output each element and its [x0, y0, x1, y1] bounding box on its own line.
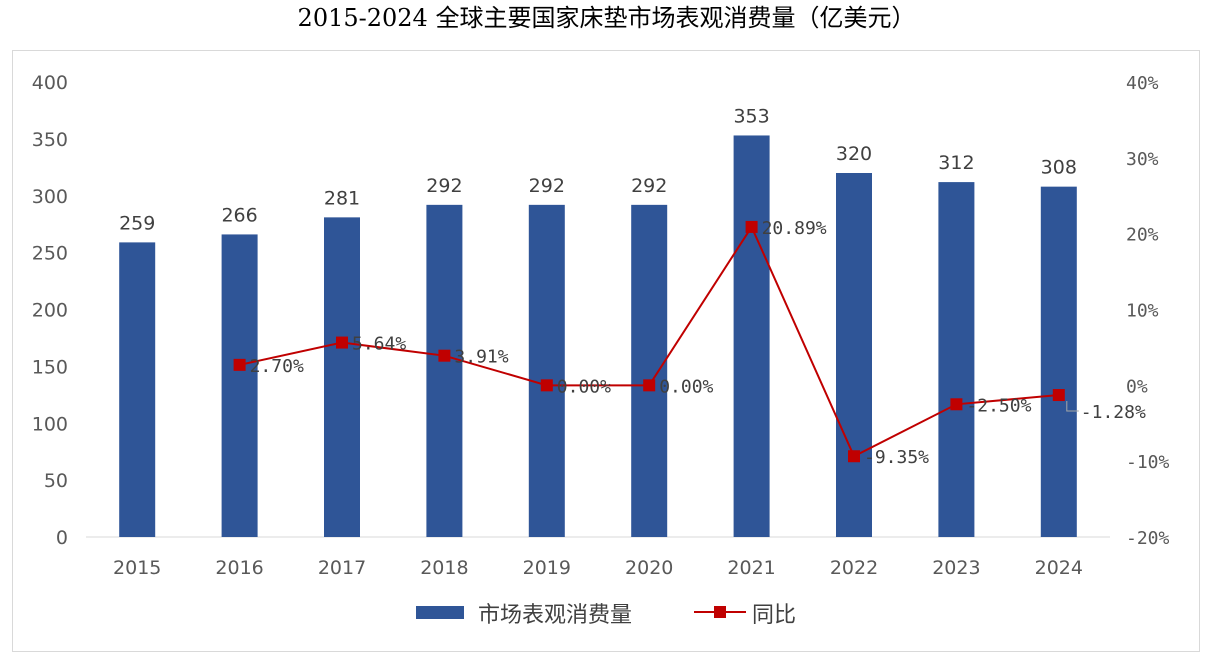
bars-layer: 259 266 281 292 292 292 353 320 312 308 [119, 105, 1077, 538]
line-point-label: 0.00% [557, 376, 611, 397]
chart-frame [12, 50, 1200, 652]
y-left-tick-label: 150 [32, 356, 68, 378]
x-tick-label: 2018 [420, 557, 468, 579]
line-point-label: 20.89% [762, 218, 827, 239]
bar-value-label: 266 [221, 204, 257, 226]
legend-bar-swatch [416, 606, 464, 619]
y-right-tick-label: 30% [1126, 149, 1159, 170]
line-point [643, 379, 656, 392]
label-leader-line [1066, 401, 1079, 412]
line-point-label: -9.35% [864, 447, 929, 468]
y-left-tick-label: 100 [32, 413, 68, 435]
line-layer: 2.70% 5.64% 3.91% 0.00% 0.00% 20.89% -9.35% -2.… [233, 218, 1146, 468]
y-right-tick-label: 40% [1126, 73, 1159, 94]
bar [631, 204, 668, 537]
bar-value-label: 259 [119, 212, 155, 234]
legend-line-label: 同比 [752, 603, 796, 628]
y-right-tick-label: -10% [1126, 452, 1170, 473]
bar [836, 173, 872, 537]
axes-layer: 0 50 100 150 200 250 300 350 400 -20% -10% 0% 10% 20%… [32, 72, 1170, 579]
y-left-tick-label: 50 [44, 470, 68, 492]
y-left-tick-label: 300 [32, 186, 68, 208]
line-point [950, 398, 963, 411]
x-tick-label: 2016 [215, 557, 263, 579]
bar [528, 204, 565, 537]
bar-value-label: 281 [324, 187, 360, 209]
y-left-tick-label: 400 [32, 72, 68, 94]
legend-bar-label: 市场表观消费量 [478, 603, 632, 628]
line-point [233, 358, 246, 371]
bar-value-label: 308 [1041, 157, 1077, 179]
legend: 市场表观消费量 同比 [416, 603, 796, 628]
y-left-tick-label: 0 [56, 527, 68, 549]
legend-line-marker [714, 606, 726, 618]
x-tick-label: 2017 [318, 557, 366, 579]
line-point-label: 0.00% [659, 376, 713, 397]
line-point [438, 349, 451, 362]
x-tick-label: 2023 [932, 557, 980, 579]
x-tick-label: 2020 [625, 557, 673, 579]
line-point [540, 379, 553, 392]
bar [1040, 186, 1077, 537]
line-point [336, 336, 348, 349]
y-right-tick-label: 10% [1126, 301, 1159, 322]
bar [324, 217, 360, 538]
y-left-tick-label: 350 [32, 129, 68, 151]
bar-value-label: 312 [938, 152, 974, 174]
y-left-tick-label: 200 [32, 300, 68, 322]
bar [119, 242, 156, 537]
line-point-label: 3.91% [454, 347, 508, 368]
y-right-tick-label: 0% [1126, 376, 1148, 397]
x-tick-label: 2015 [113, 557, 161, 579]
x-tick-label: 2019 [523, 557, 571, 579]
bar [221, 234, 258, 538]
y-right-tick-label: 20% [1126, 225, 1159, 246]
line-point-label: -1.28% [1081, 402, 1146, 423]
line-point [745, 220, 758, 233]
bar-value-label: 320 [836, 143, 872, 165]
bar [426, 204, 463, 537]
y-left-tick-label: 250 [32, 243, 68, 265]
line-point [1052, 389, 1065, 402]
line-point-label: 2.70% [250, 356, 304, 377]
bar [733, 135, 770, 537]
bar-value-label: 353 [733, 105, 769, 127]
line-point-label: 5.64% [352, 334, 406, 355]
y-right-tick-label: -20% [1126, 528, 1170, 549]
bar-value-label: 292 [426, 175, 462, 197]
x-tick-label: 2022 [830, 557, 878, 579]
x-tick-label: 2024 [1035, 557, 1083, 579]
chart-title: 2015-2024 全球主要国家床垫市场表观消费量（亿美元） [297, 4, 916, 32]
line-point [848, 450, 860, 463]
bar-value-label: 292 [631, 175, 667, 197]
x-tick-label: 2021 [727, 557, 775, 579]
line-point-label: -2.50% [966, 395, 1031, 416]
bar [938, 182, 975, 537]
bar-value-label: 292 [529, 175, 565, 197]
